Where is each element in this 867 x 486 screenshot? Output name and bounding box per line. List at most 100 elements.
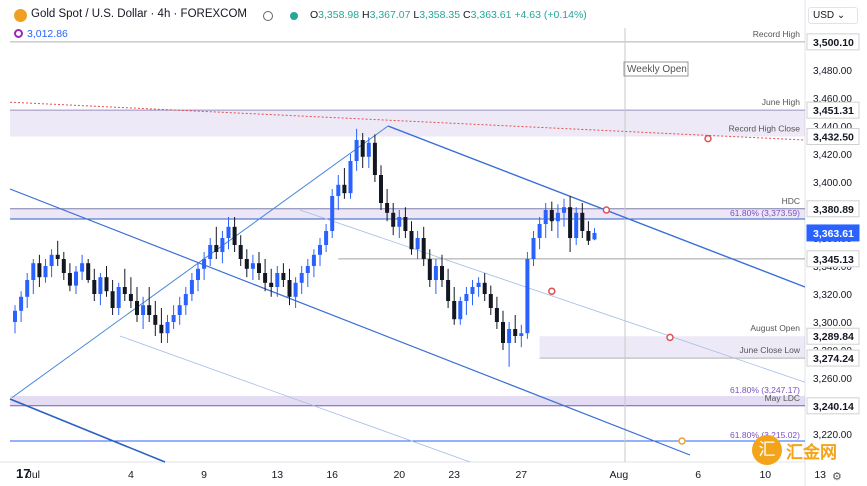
level-note: May LDC bbox=[765, 393, 800, 403]
settings-gear-icon[interactable]: ⚙ bbox=[832, 471, 842, 483]
currency-selector[interactable]: USD ⌄ bbox=[808, 7, 858, 24]
indicator-legend[interactable]: 3,012.86 bbox=[14, 28, 68, 40]
y-tick-label: 3,300.00 bbox=[813, 318, 852, 329]
candle-body bbox=[208, 245, 213, 259]
candle-body bbox=[49, 254, 54, 266]
price-label: 3,432.50 bbox=[813, 132, 854, 144]
candle-body bbox=[568, 207, 573, 238]
x-tick-label: 4 bbox=[128, 469, 134, 481]
close-value: 3,363.61 bbox=[470, 9, 512, 21]
price-label-box bbox=[806, 101, 860, 119]
candle-body bbox=[287, 280, 292, 297]
candle-body bbox=[110, 291, 115, 308]
candle-body bbox=[214, 245, 219, 252]
level-note: June Close Low bbox=[740, 345, 801, 355]
gold-symbol-icon bbox=[14, 9, 27, 22]
candle-body bbox=[19, 296, 24, 311]
candle-body bbox=[586, 231, 591, 241]
x-tick-label: 13 bbox=[271, 469, 283, 481]
candle-body bbox=[226, 226, 231, 238]
symbol-title[interactable]: Gold Spot / U.S. Dollar · 4h · FOREXCOM bbox=[31, 8, 248, 20]
candle-body bbox=[525, 259, 530, 334]
candle-body bbox=[43, 266, 48, 278]
candle-body bbox=[452, 301, 457, 320]
y-tick-label: 3,400.00 bbox=[813, 178, 852, 189]
august-open-zone bbox=[539, 336, 805, 359]
candle-body bbox=[232, 226, 237, 245]
candle-body bbox=[299, 273, 304, 283]
price-label-box bbox=[806, 224, 860, 242]
low-value: 3,358.35 bbox=[419, 9, 461, 21]
candle-body bbox=[305, 266, 310, 273]
record-close-marker bbox=[704, 134, 712, 143]
y-tick-label: 3,220.00 bbox=[813, 430, 852, 441]
level-note: Record High bbox=[753, 29, 801, 39]
candle-body bbox=[537, 224, 542, 238]
candle-body bbox=[159, 324, 164, 334]
candle-body bbox=[177, 305, 182, 315]
y-tick-label: 3,480.00 bbox=[813, 66, 852, 77]
x-tick-label: 13 bbox=[814, 469, 826, 481]
tradingview-logo[interactable]: 17 bbox=[16, 466, 31, 481]
price-label: 3,363.61 bbox=[813, 228, 854, 240]
candle-body bbox=[446, 280, 451, 301]
price-label-box bbox=[806, 33, 860, 51]
price-label: 3,380.89 bbox=[813, 204, 854, 216]
candle-body bbox=[354, 140, 359, 161]
weekly-open-box bbox=[623, 61, 689, 77]
candle-body bbox=[409, 231, 414, 250]
price-label-box bbox=[806, 128, 860, 145]
candle-body bbox=[324, 231, 329, 245]
candle-body bbox=[171, 315, 176, 322]
x-tick-label: 20 bbox=[393, 469, 405, 481]
candle-body bbox=[98, 277, 103, 294]
visibility-icon[interactable] bbox=[263, 11, 273, 21]
candle-body bbox=[385, 203, 390, 213]
x-tick-label: 27 bbox=[515, 469, 527, 481]
descending-trendline bbox=[387, 125, 806, 288]
candle-body bbox=[555, 212, 560, 222]
candle-body bbox=[13, 310, 17, 322]
lower-slope-line bbox=[9, 398, 166, 463]
candle-body bbox=[507, 329, 512, 343]
price-label: 3,289.84 bbox=[813, 331, 854, 343]
ohlc-readout: O3,358.98 H3,367.07 L3,358.35 C3,363.61 … bbox=[310, 9, 587, 21]
candle-body bbox=[549, 210, 554, 222]
candle-body bbox=[86, 263, 91, 280]
candle-body bbox=[513, 329, 518, 336]
price-label-box bbox=[806, 327, 860, 345]
record-high-zone bbox=[10, 110, 805, 137]
candle-body bbox=[92, 280, 97, 294]
fib-label: 61.80% (3,247.17) bbox=[730, 385, 800, 395]
candle-body bbox=[562, 207, 566, 213]
y-tick-label: 3,320.00 bbox=[813, 290, 852, 301]
candle-body bbox=[196, 268, 200, 280]
candle-body bbox=[281, 273, 286, 280]
candle-body bbox=[494, 308, 499, 322]
price-label: 3,500.10 bbox=[813, 37, 854, 49]
x-tick-label: Aug bbox=[610, 469, 629, 481]
channel-lower-line bbox=[9, 188, 691, 456]
price-label: 3,345.13 bbox=[813, 254, 854, 266]
record-close-dotted-line bbox=[9, 101, 806, 141]
level-note: HDC bbox=[782, 196, 800, 206]
level-note: Record High Close bbox=[729, 124, 801, 134]
candle-body bbox=[366, 142, 371, 157]
candle-body bbox=[531, 238, 536, 259]
candle-body bbox=[403, 217, 408, 231]
candle-body bbox=[580, 212, 585, 231]
candle-body bbox=[263, 273, 268, 283]
candle-body bbox=[257, 263, 261, 273]
market-open-icon bbox=[290, 12, 298, 20]
watermark-text: 汇金网 bbox=[786, 443, 837, 462]
candle-body bbox=[543, 210, 548, 224]
channel-lower-mid-line bbox=[119, 335, 471, 463]
candle-body bbox=[189, 280, 194, 294]
candle-body bbox=[476, 282, 481, 287]
price-label-box bbox=[806, 349, 860, 367]
candle-body bbox=[141, 305, 146, 315]
level-note: June High bbox=[762, 97, 801, 107]
candle-body bbox=[238, 245, 243, 259]
y-tick-label: 3,340.00 bbox=[813, 262, 852, 273]
